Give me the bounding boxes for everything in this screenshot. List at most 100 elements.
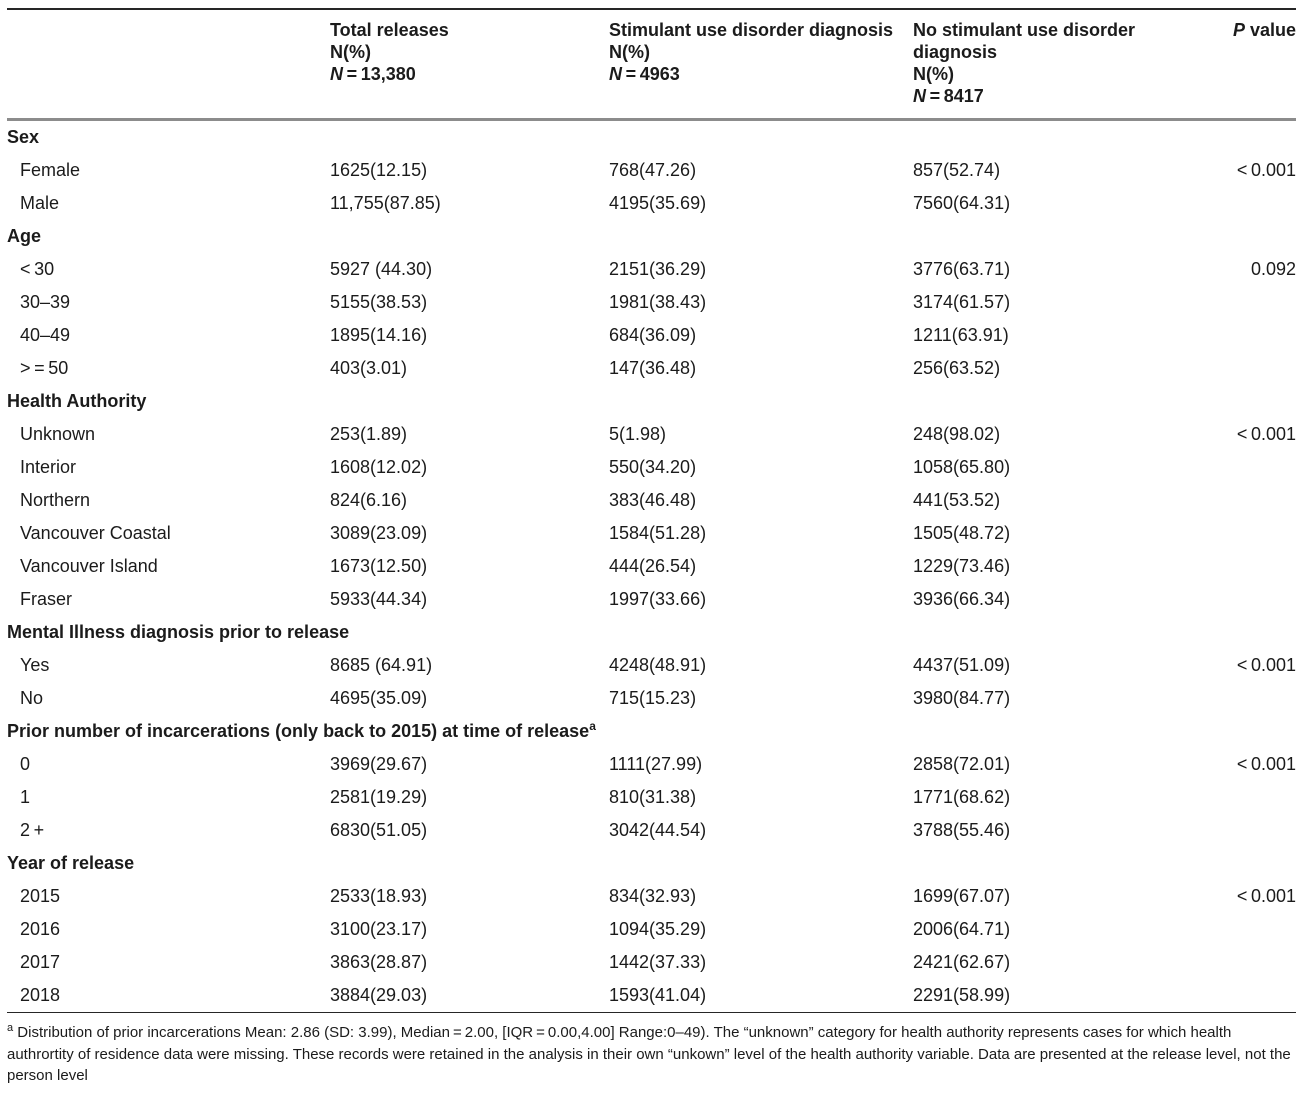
row-label: 2 + (20, 820, 45, 840)
cell-no-stimulant-use-disorder: 1505(48.72) (913, 523, 1011, 543)
row-label: Vancouver Coastal (20, 523, 171, 543)
cell-p-value (1219, 319, 1296, 352)
cell-p-value (1219, 946, 1296, 979)
row-label: Yes (20, 655, 50, 675)
cell-stimulant-use-disorder: 2151(36.29) (609, 259, 707, 279)
cell-stimulant-use-disorder: 3042(44.54) (609, 820, 707, 840)
cell-stimulant-use-disorder: 550(34.20) (609, 457, 697, 477)
column-title: Stimulant use disorder diagnosis (609, 20, 894, 40)
row-label: Fraser (20, 589, 73, 609)
column-header-p-value: P value (1219, 9, 1296, 121)
cell-no-stimulant-use-disorder: 4437(51.09) (913, 655, 1011, 675)
cell-p-value (1219, 187, 1296, 220)
table-header: Total releases N(%) N = 13,380 Stimulant… (7, 9, 1296, 121)
table-body: Sex Female 1625(12.15) 768(47.26) 857(52… (7, 120, 1296, 1013)
cell-total-releases: 1608(12.02) (330, 457, 428, 477)
table-row: Vancouver Island 1673(12.50) 444(26.54) … (7, 550, 1296, 583)
cell-total-releases: 2581(19.29) (330, 787, 428, 807)
row-label: 30–39 (20, 292, 71, 312)
row-label: Female (20, 160, 81, 180)
table-row: 2 + 6830(51.05) 3042(44.54) 3788(55.46) (7, 814, 1296, 847)
cell-no-stimulant-use-disorder: 248(98.02) (913, 424, 1001, 444)
column-title: Total releases (330, 20, 449, 40)
cell-no-stimulant-use-disorder: 2421(62.67) (913, 952, 1011, 972)
cell-p-value (1219, 979, 1296, 1013)
cell-no-stimulant-use-disorder: 3776(63.71) (913, 259, 1011, 279)
row-label: 0 (20, 754, 31, 774)
table-row: 0 3969(29.67) 1111(27.99) 2858(72.01) < … (7, 748, 1296, 781)
cell-p-value: < 0.001 (1236, 754, 1296, 774)
cell-total-releases: 6830(51.05) (330, 820, 428, 840)
table-row: Interior 1608(12.02) 550(34.20) 1058(65.… (7, 451, 1296, 484)
section-label: Year of release (7, 853, 135, 873)
cell-stimulant-use-disorder: 1442(37.33) (609, 952, 707, 972)
cell-p-value (1219, 913, 1296, 946)
cell-stimulant-use-disorder: 810(31.38) (609, 787, 697, 807)
table-row: 2018 3884(29.03) 1593(41.04) 2291(58.99) (7, 979, 1296, 1013)
row-label: Unknown (20, 424, 96, 444)
table-row: Yes 8685 (64.91) 4248(48.91) 4437(51.09)… (7, 649, 1296, 682)
section-header-row-sex: Sex (7, 120, 1296, 155)
row-label: 2015 (20, 886, 61, 906)
cell-p-value (1219, 451, 1296, 484)
table-row: Female 1625(12.15) 768(47.26) 857(52.74)… (7, 154, 1296, 187)
column-n: N = 4963 (609, 64, 680, 84)
table-row: Unknown 253(1.89) 5(1.98) 248(98.02) < 0… (7, 418, 1296, 451)
cell-stimulant-use-disorder: 1593(41.04) (609, 985, 707, 1005)
cell-total-releases: 1673(12.50) (330, 556, 428, 576)
cell-stimulant-use-disorder: 834(32.93) (609, 886, 697, 906)
cell-p-value (1219, 484, 1296, 517)
table-row: 2016 3100(23.17) 1094(35.29) 2006(64.71) (7, 913, 1296, 946)
cell-total-releases: 8685 (64.91) (330, 655, 433, 675)
cell-stimulant-use-disorder: 768(47.26) (609, 160, 697, 180)
cell-no-stimulant-use-disorder: 7560(64.31) (913, 193, 1011, 213)
section-label: Age (7, 226, 42, 246)
row-label: > = 50 (20, 358, 69, 378)
section-label: Prior number of incarcerations (only bac… (7, 719, 596, 741)
cell-stimulant-use-disorder: 1997(33.66) (609, 589, 707, 609)
column-subtitle: N(%) (913, 64, 954, 84)
row-label: 40–49 (20, 325, 71, 345)
column-subtitle: N(%) (330, 42, 371, 62)
cell-p-value: < 0.001 (1236, 424, 1296, 444)
cell-no-stimulant-use-disorder: 3980(84.77) (913, 688, 1011, 708)
cell-p-value (1219, 682, 1296, 715)
cell-total-releases: 3884(29.03) (330, 985, 428, 1005)
cell-total-releases: 1625(12.15) (330, 160, 428, 180)
cell-stimulant-use-disorder: 1981(38.43) (609, 292, 707, 312)
cell-no-stimulant-use-disorder: 1771(68.62) (913, 787, 1011, 807)
cell-no-stimulant-use-disorder: 3788(55.46) (913, 820, 1011, 840)
cell-total-releases: 5155(38.53) (330, 292, 428, 312)
footnote-marker: a (589, 719, 596, 733)
cell-no-stimulant-use-disorder: 2006(64.71) (913, 919, 1011, 939)
cell-no-stimulant-use-disorder: 1058(65.80) (913, 457, 1011, 477)
cell-p-value (1219, 814, 1296, 847)
cell-p-value (1219, 550, 1296, 583)
cell-total-releases: 253(1.89) (330, 424, 408, 444)
cell-stimulant-use-disorder: 1111(27.99) (609, 754, 703, 774)
table-row: > = 50 403(3.01) 147(36.48) 256(63.52) (7, 352, 1296, 385)
cell-total-releases: 3089(23.09) (330, 523, 428, 543)
section-header-row-age: Age (7, 220, 1296, 253)
cell-no-stimulant-use-disorder: 3174(61.57) (913, 292, 1011, 312)
cell-total-releases: 4695(35.09) (330, 688, 428, 708)
section-header-row-prior-incarcerations: Prior number of incarcerations (only bac… (7, 715, 1296, 748)
cell-total-releases: 11,755(87.85) (330, 193, 441, 213)
cell-no-stimulant-use-disorder: 3936(66.34) (913, 589, 1011, 609)
cell-stimulant-use-disorder: 383(46.48) (609, 490, 697, 510)
cell-p-value (1219, 583, 1296, 616)
table-row: 2015 2533(18.93) 834(32.93) 1699(67.07) … (7, 880, 1296, 913)
table-row: 1 2581(19.29) 810(31.38) 1771(68.62) (7, 781, 1296, 814)
footnote-text: Distribution of prior incarcerations Mea… (7, 1024, 1291, 1084)
table-footnote: a Distribution of prior incarcerations M… (7, 1022, 1296, 1087)
column-header-no-stimulant-use-disorder: No stimulant use disorder diagnosis N(%)… (913, 9, 1219, 121)
cell-no-stimulant-use-disorder: 256(63.52) (913, 358, 1001, 378)
table-row: No 4695(35.09) 715(15.23) 3980(84.77) (7, 682, 1296, 715)
column-subtitle: N(%) (609, 42, 650, 62)
cell-p-value (1219, 517, 1296, 550)
cell-no-stimulant-use-disorder: 1699(67.07) (913, 886, 1011, 906)
cell-total-releases: 1895(14.16) (330, 325, 428, 345)
table-row: 40–49 1895(14.16) 684(36.09) 1211(63.91) (7, 319, 1296, 352)
column-header-stimulant-use-disorder: Stimulant use disorder diagnosis N(%) N … (609, 9, 913, 121)
